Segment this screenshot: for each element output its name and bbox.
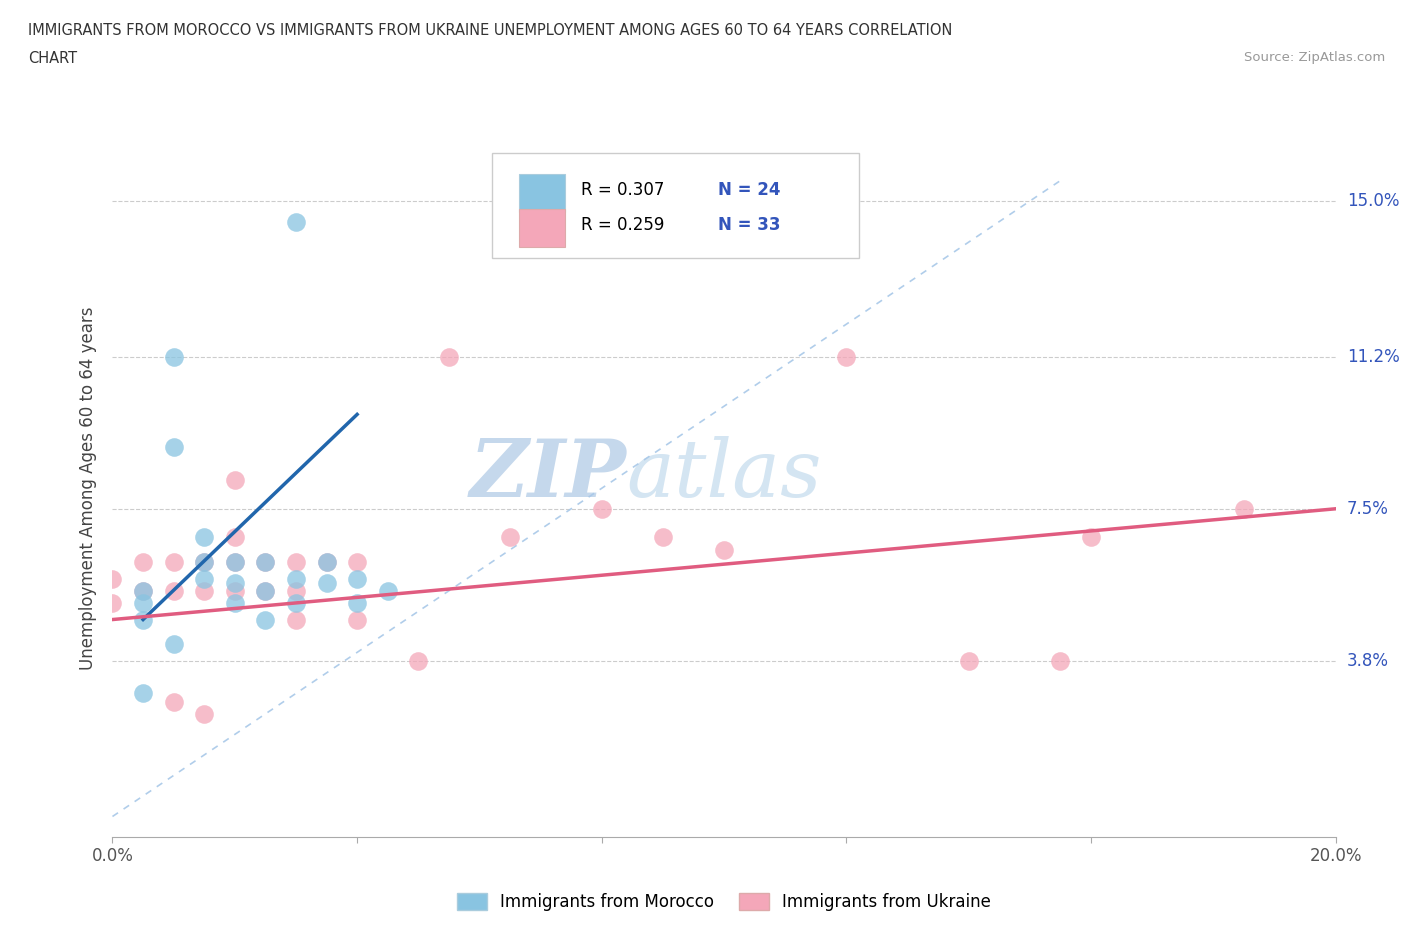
Point (163, 583, 186, 598)
Point (254, 554, 277, 569)
Text: N = 33: N = 33 (718, 216, 780, 233)
Point (101, 571, 124, 586)
Text: N = 24: N = 24 (718, 180, 780, 199)
Point (163, 554, 186, 569)
Text: Source: ZipAtlas.com: Source: ZipAtlas.com (1244, 51, 1385, 64)
Point (163, 350, 186, 365)
Point (1080, 530, 1102, 545)
Point (132, 583, 155, 598)
Point (132, 612, 155, 627)
Point (193, 530, 215, 545)
FancyBboxPatch shape (519, 174, 565, 212)
Point (346, 612, 368, 627)
Point (254, 583, 277, 598)
Point (499, 530, 522, 545)
Point (713, 542, 735, 557)
Point (101, 596, 124, 611)
Point (224, 530, 246, 545)
Text: IMMIGRANTS FROM MOROCCO VS IMMIGRANTS FROM UKRAINE UNEMPLOYMENT AMONG AGES 60 TO: IMMIGRANTS FROM MOROCCO VS IMMIGRANTS FR… (28, 23, 952, 38)
Point (163, 694, 186, 709)
Point (284, 583, 308, 598)
Point (437, 350, 460, 365)
Point (224, 554, 246, 569)
Point (193, 571, 215, 586)
Point (254, 554, 277, 569)
Text: 11.2%: 11.2% (1347, 348, 1399, 366)
Point (835, 350, 858, 365)
Point (132, 554, 155, 569)
Point (591, 501, 613, 516)
FancyBboxPatch shape (492, 153, 859, 259)
Point (132, 686, 155, 701)
Point (132, 583, 155, 598)
Point (224, 575, 246, 590)
Point (377, 583, 399, 598)
Point (132, 596, 155, 611)
Point (163, 637, 186, 652)
Point (224, 583, 246, 598)
Text: R = 0.259: R = 0.259 (581, 216, 665, 233)
Point (284, 554, 308, 569)
Point (315, 554, 337, 569)
Point (193, 583, 215, 598)
Text: 15.0%: 15.0% (1347, 192, 1399, 210)
Text: atlas: atlas (626, 435, 821, 513)
Y-axis label: Unemployment Among Ages 60 to 64 years: Unemployment Among Ages 60 to 64 years (79, 307, 97, 670)
Point (254, 612, 277, 627)
Point (346, 554, 368, 569)
Point (224, 472, 246, 487)
Text: 3.8%: 3.8% (1347, 652, 1389, 670)
Text: ZIP: ZIP (470, 435, 626, 513)
Point (346, 571, 368, 586)
Text: CHART: CHART (28, 51, 77, 66)
Point (346, 596, 368, 611)
Point (163, 440, 186, 455)
FancyBboxPatch shape (519, 209, 565, 247)
Point (408, 653, 430, 668)
Point (315, 575, 337, 590)
Point (284, 214, 308, 229)
Point (315, 554, 337, 569)
Point (224, 554, 246, 569)
Text: R = 0.307: R = 0.307 (581, 180, 665, 199)
Point (652, 530, 675, 545)
Point (284, 596, 308, 611)
Point (193, 554, 215, 569)
Point (254, 583, 277, 598)
Legend: Immigrants from Morocco, Immigrants from Ukraine: Immigrants from Morocco, Immigrants from… (449, 884, 1000, 920)
Point (284, 571, 308, 586)
Point (1049, 653, 1071, 668)
Point (1233, 501, 1256, 516)
Point (957, 653, 980, 668)
Point (193, 554, 215, 569)
Point (284, 612, 308, 627)
Point (193, 707, 215, 722)
Point (224, 596, 246, 611)
Text: 7.5%: 7.5% (1347, 499, 1389, 518)
